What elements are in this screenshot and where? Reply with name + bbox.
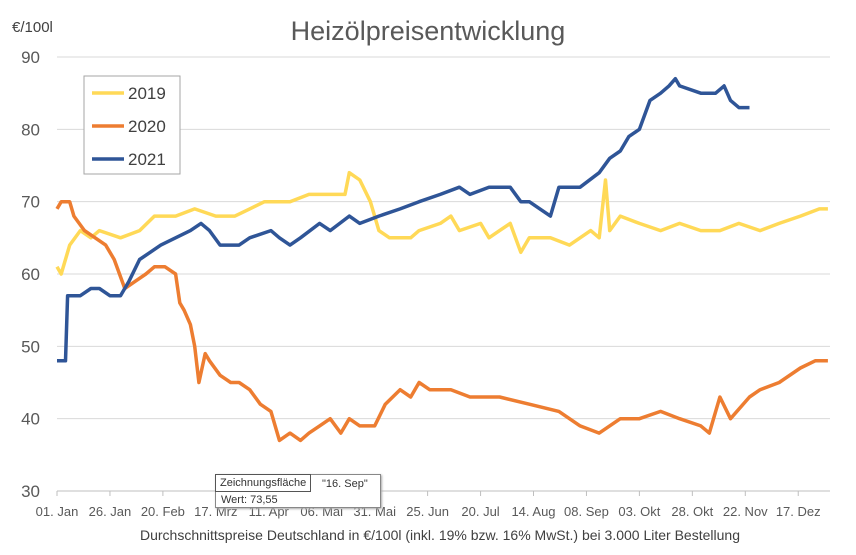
y-tick-label: 50: [21, 337, 40, 356]
x-tick-label: 03. Okt: [618, 504, 660, 519]
y-tick-label: 30: [21, 482, 40, 501]
legend-label-2021: 2021: [128, 150, 166, 169]
x-tick-label: 28. Okt: [671, 504, 713, 519]
chart-title: Heizölpreisentwicklung: [291, 16, 566, 46]
x-tick-label: 22. Nov: [723, 504, 768, 519]
y-axis-label: €/100l: [12, 19, 53, 36]
legend-label-2020: 2020: [128, 117, 166, 136]
tooltip-point: "16. Sep": [322, 478, 368, 490]
y-tick-label: 70: [21, 193, 40, 212]
x-tick-label: 01. Jan: [36, 504, 79, 519]
y-tick-label: 80: [21, 120, 40, 139]
x-tick-label: 25. Jun: [406, 504, 449, 519]
tooltip: "16. Sep" Wert: 73,55 Zeichnungsfläche: [215, 474, 381, 508]
legend-label-2019: 2019: [128, 84, 166, 103]
x-tick-label: 20. Feb: [141, 504, 185, 519]
x-tick-label: 20. Jul: [461, 504, 499, 519]
tooltip-value: Wert: 73,55: [221, 494, 278, 506]
x-tick-label: 08. Sep: [564, 504, 609, 519]
series-line-2021: [57, 76, 750, 363]
x-tick-label: 26. Jan: [89, 504, 132, 519]
series-line-2019: [55, 170, 828, 276]
y-tick-label: 90: [21, 48, 40, 67]
series-line-2020: [55, 199, 828, 443]
y-tick-label: 60: [21, 265, 40, 284]
tooltip-label: Zeichnungsfläche: [215, 474, 312, 492]
x-axis-label: Durchschnittspreise Deutschland in €/100…: [140, 527, 740, 543]
x-tick-label: 17. Dez: [776, 504, 821, 519]
y-tick-label: 40: [21, 410, 40, 429]
x-tick-label: 14. Aug: [511, 504, 555, 519]
